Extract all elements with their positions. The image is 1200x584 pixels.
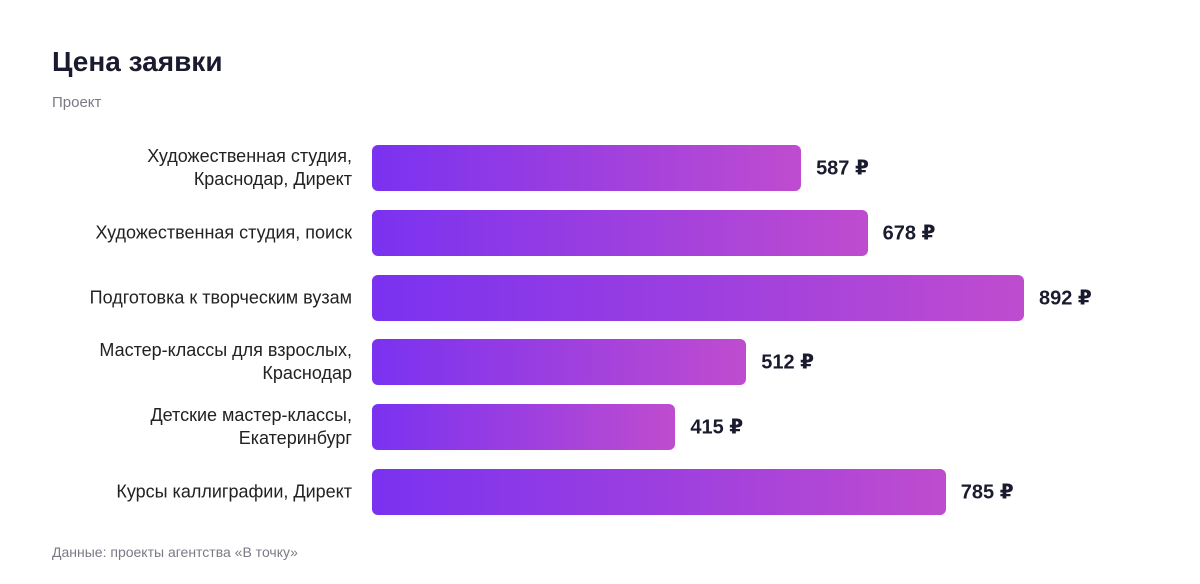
value-label: 678 ₽ — [882, 222, 936, 245]
category-label: Детские мастер-классы, Екатеринбург — [150, 405, 352, 449]
chart-subtitle: Проект — [52, 94, 102, 111]
value-label: 587 ₽ — [816, 157, 869, 180]
bar — [372, 145, 802, 191]
bar — [372, 339, 747, 386]
category-label: Подготовка к творческим вузам — [89, 287, 352, 308]
value-label: 512 ₽ — [761, 351, 815, 374]
value-label: 415 ₽ — [690, 416, 744, 439]
category-label: Художественная студия, Краснодар, Директ — [147, 146, 352, 189]
source-note: Данные: проекты агентства «В точку» — [52, 544, 298, 560]
bar — [372, 469, 946, 515]
value-label: 892 ₽ — [1039, 287, 1092, 310]
chart-title: Цена заявки — [52, 46, 223, 77]
category-label: Художественная студия, поиск — [95, 222, 352, 243]
category-label: Мастер-классы для взрослых, Краснодар — [99, 340, 352, 384]
category-label: Курсы каллиграфии, Директ — [116, 481, 352, 502]
bar — [372, 209, 868, 256]
value-label: 785 ₽ — [960, 481, 1014, 504]
bar — [372, 404, 676, 451]
bar — [372, 274, 1024, 321]
